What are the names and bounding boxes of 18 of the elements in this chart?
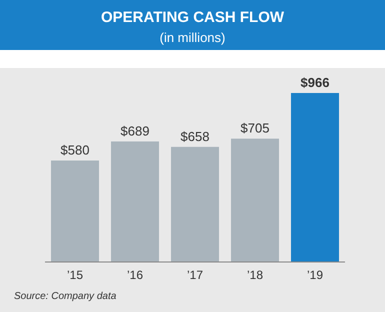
chart-subtitle: (in millions) [160,30,226,45]
data-label: $705 [240,120,270,136]
data-label: $966 [300,75,330,90]
data-label: $658 [180,128,210,144]
x-tick-label: ’18 [246,268,264,282]
x-tick-label: ’17 [186,268,204,282]
bar [231,138,279,262]
x-tick-label: ’15 [66,268,84,282]
bar [111,141,159,262]
chart-title: OPERATING CASH FLOW [100,9,285,26]
source-note: Source: Company data [14,291,117,302]
bar [51,160,99,262]
data-label: $580 [60,142,90,158]
bar [171,146,219,262]
x-tick-label: ’16 [126,268,144,282]
bar [291,93,339,262]
x-tick-label: ’19 [306,268,324,282]
data-label: $689 [120,123,150,138]
